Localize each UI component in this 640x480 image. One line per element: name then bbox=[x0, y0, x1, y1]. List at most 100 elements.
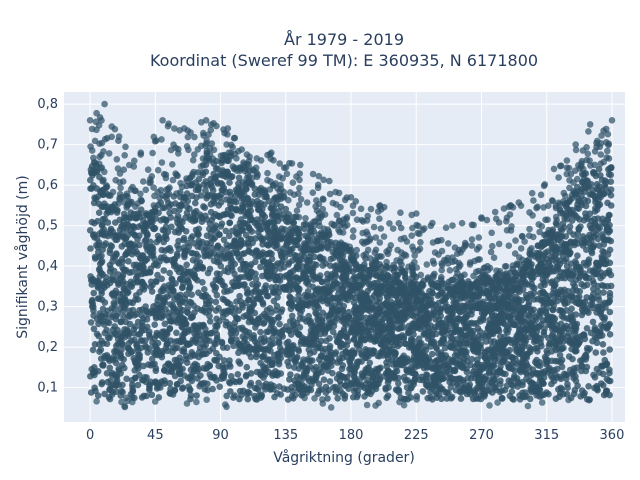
data-point bbox=[154, 271, 161, 279]
data-point bbox=[565, 329, 573, 337]
data-point bbox=[224, 171, 231, 178]
data-point bbox=[220, 357, 228, 364]
data-point bbox=[365, 353, 372, 360]
data-point bbox=[169, 344, 177, 351]
data-point bbox=[605, 236, 613, 244]
data-point bbox=[455, 327, 463, 334]
data-point bbox=[324, 367, 332, 374]
data-point bbox=[424, 276, 432, 283]
data-point bbox=[275, 338, 283, 346]
data-point bbox=[202, 246, 210, 254]
data-point bbox=[219, 211, 227, 219]
data-point bbox=[110, 353, 118, 361]
data-point bbox=[362, 336, 369, 343]
data-point bbox=[353, 361, 361, 369]
data-point bbox=[183, 291, 190, 298]
data-point bbox=[581, 188, 589, 195]
data-point bbox=[562, 240, 569, 248]
data-point bbox=[453, 300, 461, 307]
data-point bbox=[568, 335, 575, 343]
data-point bbox=[563, 315, 571, 322]
data-point bbox=[161, 380, 168, 387]
data-point bbox=[260, 320, 267, 327]
data-point bbox=[369, 316, 376, 323]
data-point bbox=[570, 280, 577, 288]
data-point bbox=[377, 263, 385, 271]
data-point bbox=[588, 225, 595, 232]
data-point bbox=[525, 321, 532, 329]
data-point bbox=[583, 246, 590, 253]
data-point bbox=[356, 341, 364, 349]
data-point bbox=[288, 312, 296, 320]
data-point bbox=[224, 268, 232, 276]
data-point bbox=[203, 216, 211, 223]
data-point bbox=[372, 289, 380, 297]
data-point bbox=[599, 219, 606, 226]
data-point bbox=[433, 330, 440, 338]
data-point bbox=[96, 266, 103, 274]
data-point bbox=[241, 250, 248, 257]
data-point bbox=[186, 386, 193, 394]
data-point bbox=[289, 388, 296, 395]
data-point bbox=[185, 286, 193, 293]
data-point bbox=[167, 201, 174, 208]
data-point bbox=[403, 384, 411, 391]
data-point bbox=[386, 273, 394, 281]
data-point bbox=[374, 352, 382, 360]
data-point bbox=[143, 255, 151, 263]
data-point bbox=[388, 298, 395, 306]
data-point bbox=[155, 331, 163, 338]
data-point bbox=[305, 346, 313, 354]
data-point bbox=[269, 334, 276, 342]
data-point bbox=[300, 269, 308, 277]
data-point bbox=[593, 382, 600, 390]
data-point bbox=[529, 331, 537, 338]
data-point bbox=[298, 251, 305, 259]
data-point bbox=[342, 261, 350, 268]
data-point bbox=[387, 316, 394, 324]
data-point bbox=[119, 341, 127, 348]
data-point bbox=[244, 195, 251, 202]
data-point bbox=[201, 286, 208, 293]
data-point bbox=[381, 289, 388, 297]
data-point bbox=[556, 351, 564, 359]
data-point bbox=[215, 202, 223, 209]
data-point bbox=[243, 363, 251, 371]
data-point bbox=[477, 315, 484, 323]
data-point bbox=[269, 359, 276, 367]
data-point bbox=[159, 349, 166, 357]
data-point bbox=[340, 285, 347, 292]
data-point bbox=[561, 257, 568, 265]
data-point bbox=[213, 228, 221, 236]
data-point bbox=[231, 319, 239, 327]
data-point bbox=[214, 323, 221, 330]
data-point bbox=[327, 354, 335, 362]
data-point bbox=[120, 210, 128, 218]
data-point bbox=[576, 299, 584, 307]
data-point bbox=[178, 284, 186, 292]
data-point bbox=[576, 288, 584, 295]
data-point bbox=[294, 286, 302, 293]
data-point bbox=[167, 301, 174, 308]
data-point bbox=[318, 386, 325, 393]
data-point bbox=[414, 313, 422, 320]
data-point bbox=[274, 212, 282, 220]
data-point bbox=[310, 228, 318, 235]
data-point bbox=[405, 329, 412, 336]
data-point bbox=[114, 335, 122, 343]
data-point bbox=[539, 288, 547, 295]
data-point bbox=[223, 392, 230, 400]
data-point bbox=[463, 302, 471, 310]
data-point bbox=[563, 322, 570, 330]
data-point bbox=[416, 354, 424, 362]
data-point bbox=[494, 301, 502, 309]
data-point bbox=[548, 244, 556, 251]
data-point bbox=[294, 330, 302, 338]
data-point bbox=[187, 216, 194, 223]
data-point bbox=[523, 261, 531, 269]
data-point bbox=[535, 324, 542, 331]
data-point bbox=[327, 255, 335, 263]
data-point bbox=[98, 379, 106, 386]
data-point bbox=[326, 287, 334, 295]
data-point bbox=[298, 380, 306, 388]
